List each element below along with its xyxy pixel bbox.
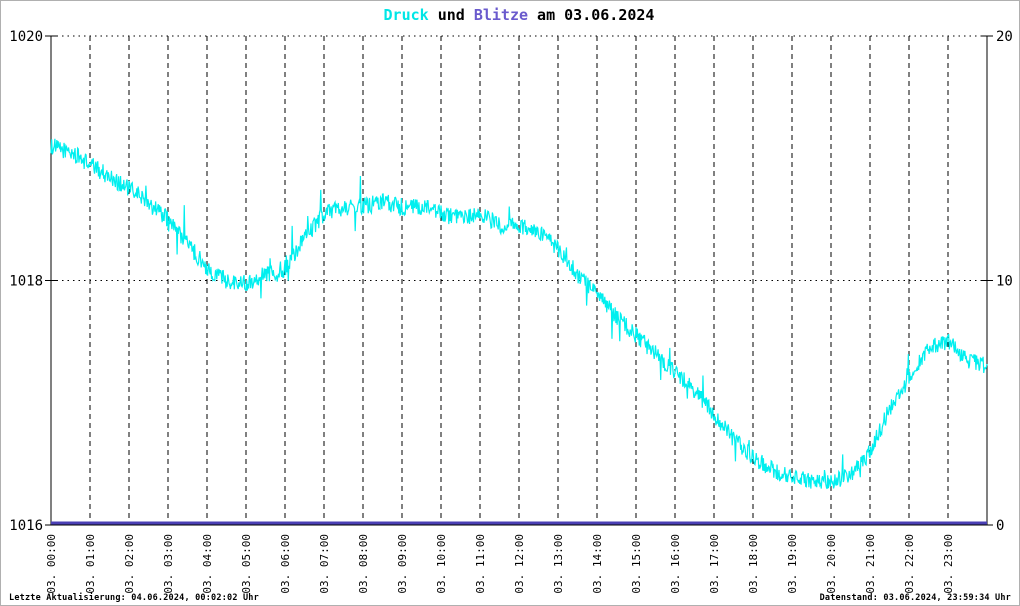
x-tick-label: 03. 06:00 (279, 534, 292, 594)
x-tick-label: 03. 05:00 (240, 534, 253, 594)
x-tick-label: 03. 01:00 (84, 534, 97, 594)
x-tick-label: 03. 00:00 (45, 534, 58, 594)
y-right-tick-label: 10 (996, 274, 1013, 290)
y-right-tick-label: 20 (996, 29, 1013, 45)
x-tick-label: 03. 10:00 (435, 534, 448, 594)
y-left-tick-label: 1018 (9, 274, 43, 290)
x-tick-label: 03. 09:00 (396, 534, 409, 594)
footer-data-timestamp: Datenstand: 03.06.2024, 23:59:34 Uhr (819, 593, 1011, 603)
x-tick-label: 03. 19:00 (786, 534, 799, 594)
x-tick-label: 03. 08:00 (357, 534, 370, 594)
x-tick-label: 03. 23:00 (942, 534, 955, 594)
pressure-series-line (50, 138, 988, 490)
x-tick-label: 03. 15:00 (630, 534, 643, 594)
x-tick-label: 03. 22:00 (903, 534, 916, 594)
x-tick-label: 03. 03:00 (162, 534, 175, 594)
x-tick-label: 03. 13:00 (552, 534, 565, 594)
x-tick-label: 03. 12:00 (513, 534, 526, 594)
x-tick-label: 03. 02:00 (123, 534, 136, 594)
y-left-tick-label: 1020 (9, 29, 43, 45)
x-tick-label: 03. 20:00 (825, 534, 838, 594)
x-tick-label: 03. 11:00 (474, 534, 487, 594)
x-tick-label: 03. 17:00 (708, 534, 721, 594)
x-tick-label: 03. 14:00 (591, 534, 604, 594)
title-connector: und (428, 6, 474, 24)
x-tick-label: 03. 07:00 (318, 534, 331, 594)
x-tick-label: 03. 21:00 (864, 534, 877, 594)
footer-last-update: Letzte Aktualisierung: 04.06.2024, 00:02… (9, 593, 259, 603)
y-right-tick-label: 0 (996, 518, 1004, 534)
x-tick-label: 03. 18:00 (747, 534, 760, 594)
y-left-tick-label: 1016 (9, 518, 43, 534)
title-series-blitze: Blitze (473, 6, 529, 24)
x-tick-label: 03. 04:00 (201, 534, 214, 594)
title-date: am 03.06.2024 (528, 6, 655, 24)
title-series-druck: Druck (383, 6, 429, 24)
chart-title: Druck und Blitze am 03.06.2024 (51, 6, 987, 24)
x-tick-label: 03. 16:00 (669, 534, 682, 594)
